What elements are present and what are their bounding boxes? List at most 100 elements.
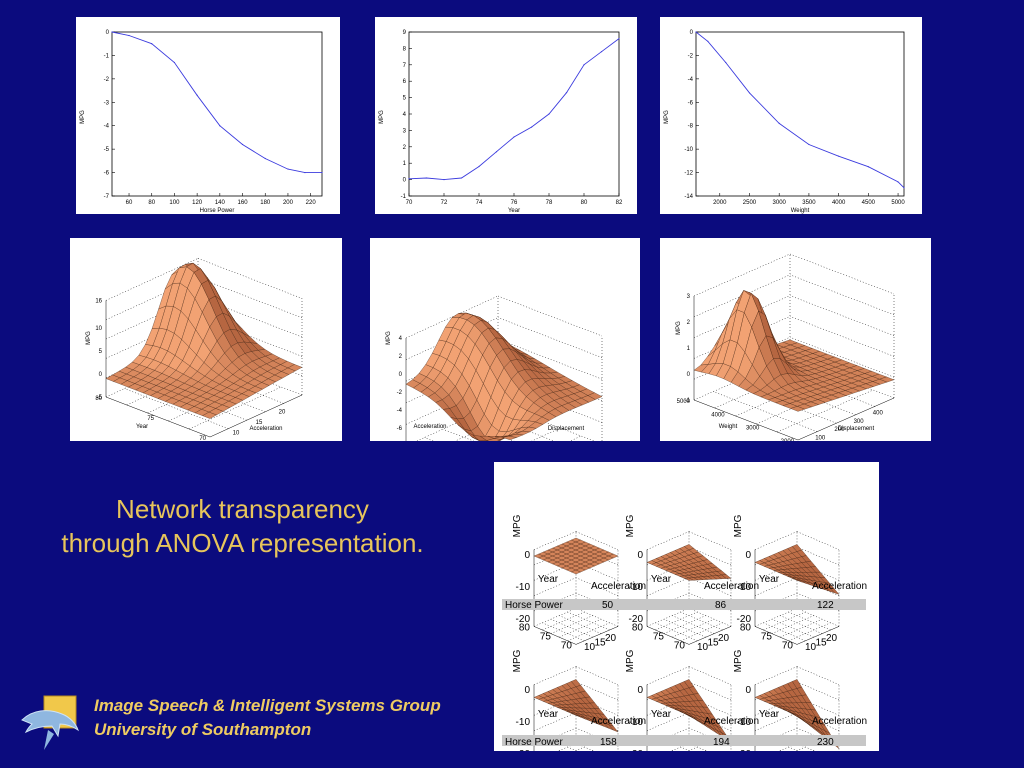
box-edge — [789, 295, 895, 336]
y-tick-label: 75 — [147, 416, 154, 422]
x-tick-label: 220 — [306, 200, 317, 206]
dolphin-logo-icon — [18, 690, 90, 756]
x-axis-label: Acceleration — [812, 716, 867, 727]
x-axis-label: Acceleration — [591, 716, 646, 727]
x-axis-label: Acceleration — [249, 426, 282, 432]
x-tick-label: 300 — [854, 419, 865, 425]
x-tick-label: 100 — [815, 436, 826, 441]
box-edge — [771, 615, 814, 634]
box-edge — [713, 391, 818, 432]
data-point — [173, 61, 176, 64]
z-axis-label: MPG — [625, 649, 636, 672]
box-edge — [688, 531, 732, 550]
y-axis-label: Year — [136, 424, 148, 430]
surface-plot-year-acceleration: 16 10 5 0 -5 10 15 20 80 75 70 MPG Acceleration Ye… — [70, 238, 342, 441]
box-edge — [693, 253, 791, 297]
surface-patch — [879, 376, 895, 383]
box-edge — [559, 615, 602, 634]
y-tick-label: 80 — [519, 622, 531, 633]
x-tick-label: 4500 — [862, 200, 876, 206]
surface-svg-1: 16 10 5 0 -5 10 15 20 80 75 70 MPG Acceleration Ye… — [86, 258, 303, 441]
small-multiples-grid: 0 -10 -20 10 15 20 80 75 70 MPG Acceleration Year 0 -… — [494, 462, 879, 751]
y-tick-label: 80 — [632, 622, 644, 633]
chart-mpg-vs-year: 70 72 74 76 78 80 82 9 8 7 6 5 4 3 2 1 0 -1 MPG Year — [375, 17, 637, 214]
data-point — [778, 122, 780, 124]
data-point — [495, 151, 498, 153]
surface-patch — [587, 392, 603, 400]
y-axis-label: MPG — [379, 110, 385, 124]
data-point — [425, 177, 428, 179]
box-edge — [105, 396, 211, 438]
data-point — [707, 40, 709, 42]
y-tick-label: -3 — [104, 100, 110, 106]
data-point — [287, 168, 289, 170]
z-tick-label: -10 — [737, 582, 752, 593]
slide-caption: Network transparency through ANOVA repre… — [30, 492, 455, 560]
z-tick-label: -10 — [516, 582, 531, 593]
z-tick-label: 0 — [687, 372, 691, 378]
box-edge — [680, 611, 723, 631]
box-edge — [497, 403, 595, 441]
data-point — [530, 126, 533, 128]
box-edge — [531, 427, 561, 441]
row-2-variable-label: Horse Power — [505, 737, 563, 748]
y-tick-label: 8 — [403, 46, 407, 52]
y-tick-label: 70 — [674, 640, 686, 651]
y-tick-label: 3000 — [746, 426, 760, 432]
row-2-label-bar — [502, 735, 866, 746]
data-point — [196, 94, 198, 96]
small-surface-3: 0 -10 -20 10 15 20 80 75 70 MPG Acceleration Year — [733, 514, 867, 653]
y-tick-label: -2 — [104, 77, 110, 83]
box-edge — [789, 253, 895, 295]
x-tick-label: 100 — [169, 200, 180, 206]
group-name: Image Speech & Intelligent Systems Group — [94, 696, 441, 715]
surface-patch — [829, 587, 840, 595]
y-axis-label: Year — [538, 709, 559, 720]
box-edge — [751, 374, 856, 416]
x-tick-label: 15 — [815, 637, 827, 648]
data-point — [321, 171, 323, 174]
y-axis-label: MPG — [80, 110, 86, 124]
small-surface-1: 0 -10 -20 10 15 20 80 75 70 MPG Acceleration Year — [512, 514, 646, 653]
data-point — [867, 166, 869, 168]
z-tick-label: -20 — [516, 614, 531, 625]
box-edge — [672, 615, 715, 634]
y-tick-label: 75 — [761, 631, 773, 642]
z-tick-label: -10 — [737, 717, 752, 728]
box-edge — [646, 608, 690, 627]
y-tick-label: -7 — [104, 194, 110, 200]
box-edge — [575, 626, 619, 645]
box-edge — [142, 379, 247, 421]
box-edge — [189, 386, 282, 430]
box-edge — [533, 608, 577, 627]
z-tick-label: -4 — [397, 408, 403, 414]
university-name: University of Southampton — [94, 720, 312, 739]
y-tick-label: 4 — [403, 112, 407, 118]
x-tick-label: 72 — [441, 200, 448, 206]
caption-line-1: Network transparency — [116, 494, 369, 524]
data-point — [748, 92, 751, 94]
x-tick-label: 78 — [546, 200, 553, 206]
y-tick-label: -4 — [688, 77, 694, 83]
z-tick-label: 0 — [99, 372, 103, 378]
x-axis-label: Weight — [791, 208, 810, 214]
box-edge — [646, 531, 690, 550]
y-tick-label: -14 — [684, 194, 693, 200]
box-edge — [777, 389, 874, 433]
y-tick-label: 5 — [403, 96, 407, 102]
x-tick-label: 3000 — [773, 200, 787, 206]
y-tick-label: 70 — [199, 436, 206, 441]
x-axis-label: Displacement — [838, 426, 875, 432]
box-edge — [646, 626, 690, 645]
z-tick-label: 10 — [95, 326, 102, 332]
x-tick-label: 80 — [581, 200, 588, 206]
x-axis-label: Displacement — [548, 426, 585, 432]
box-edge — [197, 316, 303, 357]
box-edge — [550, 618, 593, 638]
x-tick-label: 20 — [605, 633, 617, 644]
y-axis-label: Weight — [719, 424, 738, 430]
z-tick-label: 0 — [745, 685, 751, 696]
